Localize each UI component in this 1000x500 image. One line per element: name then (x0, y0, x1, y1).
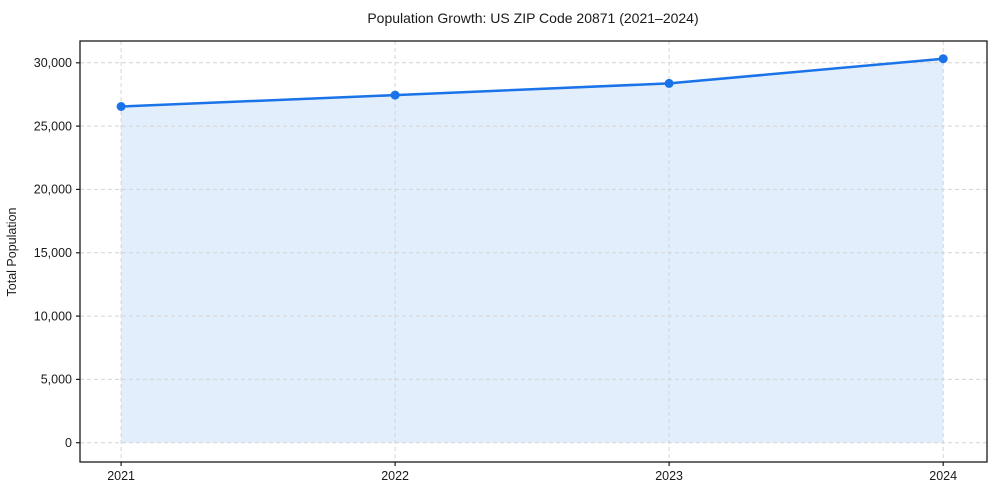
y-tick-label: 25,000 (34, 119, 72, 133)
chart-plot-area: 0 5,000 10,000 15,000 20,000 25,000 30,000 2021… (34, 40, 988, 483)
data-point (116, 102, 126, 111)
y-axis-label: Total Population (5, 207, 19, 296)
plot-border (79, 40, 988, 463)
area-fill (121, 58, 944, 443)
data-point (390, 90, 400, 100)
y-tick-label: 15,000 (34, 246, 72, 260)
x-tick-label: 2022 (381, 469, 409, 483)
y-tick-label: 5,000 (41, 373, 72, 387)
y-tick-label: 10,000 (34, 309, 72, 323)
data-point (938, 54, 948, 64)
y-tick-label: 20,000 (34, 183, 72, 197)
data-line (119, 57, 945, 108)
x-tick-label: 2023 (655, 469, 683, 483)
y-tick-label: 0 (65, 436, 72, 450)
y-tick-label: 30,000 (34, 56, 72, 70)
chart-title: Population Growth: US ZIP Code 20871 (20… (367, 10, 698, 26)
x-tick-label: 2021 (107, 469, 135, 483)
x-tick-label: 2024 (929, 469, 957, 483)
data-point (664, 78, 674, 88)
